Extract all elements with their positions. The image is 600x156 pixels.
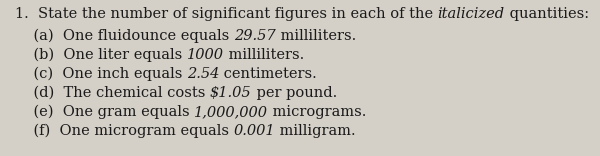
- Text: 0.001: 0.001: [233, 124, 275, 138]
- Text: per pound.: per pound.: [251, 86, 337, 100]
- Text: 29.57: 29.57: [234, 29, 275, 43]
- Text: 2.54: 2.54: [187, 67, 220, 81]
- Text: (e)  One gram equals: (e) One gram equals: [15, 105, 194, 119]
- Text: 1000: 1000: [187, 48, 224, 62]
- Text: $1.05: $1.05: [210, 86, 251, 100]
- Text: centimeters.: centimeters.: [220, 67, 317, 81]
- Text: (f)  One microgram equals: (f) One microgram equals: [15, 124, 233, 138]
- Text: italicized: italicized: [438, 7, 505, 21]
- Text: milliliters.: milliliters.: [275, 29, 356, 43]
- Text: (c)  One inch equals: (c) One inch equals: [15, 67, 187, 81]
- Text: milliliters.: milliliters.: [224, 48, 304, 62]
- Text: (d)  The chemical costs: (d) The chemical costs: [15, 86, 210, 100]
- Text: 1.  State the number of significant figures in each of the: 1. State the number of significant figur…: [15, 7, 438, 21]
- Text: (a)  One fluidounce equals: (a) One fluidounce equals: [15, 29, 234, 43]
- Text: milligram.: milligram.: [275, 124, 356, 138]
- Text: quantities:: quantities:: [505, 7, 589, 21]
- Text: 1,000,000: 1,000,000: [194, 105, 268, 119]
- Text: micrograms.: micrograms.: [268, 105, 367, 119]
- Text: (b)  One liter equals: (b) One liter equals: [15, 48, 187, 62]
